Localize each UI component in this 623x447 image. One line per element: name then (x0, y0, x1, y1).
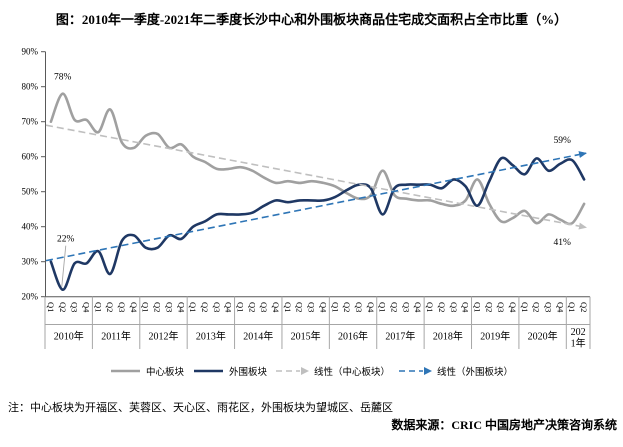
x-axis-quarter-label: Q1 (378, 302, 388, 312)
x-axis-year-label: 2013年 (196, 330, 226, 343)
x-axis-quarter-label: Q3 (164, 302, 174, 312)
x-axis-quarter-label: Q4 (508, 302, 518, 313)
legend-item-center-trend: 线性（中心板块） (276, 364, 390, 378)
source-text: 数据来源：CRIC 中国房地产决策咨询系统 (391, 418, 617, 432)
legend-label-center-trend: 线性（中心板块） (314, 368, 391, 378)
x-axis-quarter-label: Q1 (235, 302, 245, 312)
x-axis-quarter-label: Q2 (105, 302, 115, 312)
x-axis-quarter-label: Q1 (46, 302, 56, 312)
legend: 中心板块 外围板块 线性（中心板块） 线性（外围板块） (0, 364, 623, 378)
x-axis-quarter-label: Q3 (70, 302, 80, 312)
solid-line-swatch-icon (193, 369, 223, 373)
dashed-arrow-swatch-icon (399, 367, 433, 375)
x-axis-year-label: 2016年 (338, 330, 368, 343)
x-axis-quarter-label: Q4 (176, 302, 186, 313)
x-axis-quarter-label: Q3 (117, 302, 127, 312)
legend-label-periphery-trend: 线性（外围板块） (437, 368, 514, 378)
x-axis-year-label: 2014年 (243, 330, 273, 343)
x-axis-quarter-label: Q2 (200, 302, 210, 312)
trend-center-line (45, 124, 587, 230)
x-axis-quarter-label: Q1 (93, 302, 103, 312)
x-axis-quarter-label: Q2 (437, 302, 447, 312)
x-axis-quarter-label: Q2 (390, 302, 400, 312)
legend-item-periphery-trend: 线性（外围板块） (399, 364, 513, 378)
x-axis-quarter-label: Q2 (295, 302, 305, 312)
y-axis-tick-label: 70% (22, 117, 39, 127)
x-axis-quarter-label: Q2 (342, 302, 352, 312)
x-axis-quarter-label: Q4 (129, 302, 139, 313)
x-axis-quarter-label: Q3 (307, 302, 317, 312)
x-axis-quarter-label: Q2 (247, 302, 257, 312)
chart-title: 图：2010年一季度-2021年二季度长沙中心和外围板块商品住宅成交面积占全市比… (55, 12, 568, 27)
x-axis-year-label: 2017年 (385, 330, 415, 343)
x-axis-year-label: 2012年 (148, 330, 178, 343)
x-axis-quarter-label: Q4 (366, 302, 376, 313)
y-axis-tick-label: 90% (22, 47, 39, 57)
legend-label-center: 中心板块 (145, 368, 184, 378)
x-axis-quarter-label: Q3 (212, 302, 222, 312)
x-axis-quarter-label: Q4 (461, 302, 471, 313)
x-axis-quarter-label: Q1 (188, 302, 198, 312)
y-axis-tick-label: 30% (22, 257, 39, 267)
x-axis-quarter-label: Q2 (153, 302, 163, 312)
solid-line-swatch-icon (110, 369, 140, 373)
dashed-arrow-swatch-icon (276, 367, 309, 375)
x-axis-quarter-label: Q3 (544, 302, 554, 312)
x-axis-quarter-label: Q2 (484, 302, 494, 312)
series-center-line (49, 92, 586, 226)
point-label: 41% (554, 238, 572, 248)
x-axis-quarter-label: Q4 (81, 302, 91, 313)
x-axis-year-label: 2018年 (433, 330, 463, 343)
legend-item-periphery: 外围板块 (193, 364, 267, 378)
x-axis-quarter-label: Q3 (449, 302, 459, 312)
x-axis-quarter-label: Q4 (271, 302, 281, 313)
note-text: 注：中心板块为开福区、芙蓉区、天心区、雨花区，外围板块为望城区、岳麓区 (8, 402, 393, 414)
x-axis-quarter-label: Q4 (318, 302, 328, 313)
trend-periphery-line (45, 151, 587, 262)
x-axis-quarter-label: Q1 (472, 302, 482, 312)
x-axis-quarter-label: Q1 (425, 302, 435, 312)
x-axis-quarter-label: Q4 (555, 302, 565, 313)
x-axis-year-label: 2010年 (54, 330, 84, 343)
x-axis-quarter-label: Q2 (532, 302, 542, 312)
point-label: 59% (554, 136, 572, 146)
label-leader-line (61, 245, 67, 287)
x-axis-year-label: 2020年 (528, 330, 558, 343)
point-label: 78% (54, 73, 72, 83)
x-axis-year-label: 2015年 (291, 330, 321, 343)
x-axis-quarter-label: Q3 (354, 302, 364, 312)
x-axis-quarter-label: Q4 (413, 302, 423, 313)
x-axis-quarter-label: Q1 (283, 302, 293, 312)
y-axis-tick-label: 20% (22, 292, 39, 302)
x-axis-year-label: 2019年 (480, 330, 510, 343)
x-axis-quarter-label: Q2 (58, 302, 68, 312)
x-axis-quarter-label: Q1 (520, 302, 530, 312)
legend-label-periphery: 外围板块 (228, 368, 267, 378)
x-axis-quarter-label: Q1 (141, 302, 151, 312)
y-axis-tick-label: 50% (22, 187, 39, 197)
series-periphery-line (49, 156, 586, 291)
x-axis-quarter-label: Q3 (496, 302, 506, 312)
x-axis-quarter-label: Q2 (579, 302, 589, 312)
x-axis-quarter-label: Q3 (401, 302, 411, 312)
legend-item-center: 中心板块 (110, 364, 184, 378)
point-label: 22% (57, 235, 75, 245)
x-axis-quarter-label: Q1 (567, 302, 577, 312)
x-axis-year-label: 2011年 (101, 330, 131, 343)
y-axis-tick-label: 60% (22, 152, 39, 162)
x-axis-year-label: 202 1年 (571, 327, 586, 350)
x-axis-quarter-label: Q1 (330, 302, 340, 312)
x-axis-quarter-label: Q4 (224, 302, 234, 313)
y-axis-tick-label: 40% (22, 222, 39, 232)
y-axis-tick-label: 80% (22, 82, 39, 92)
x-axis-quarter-label: Q3 (259, 302, 269, 312)
